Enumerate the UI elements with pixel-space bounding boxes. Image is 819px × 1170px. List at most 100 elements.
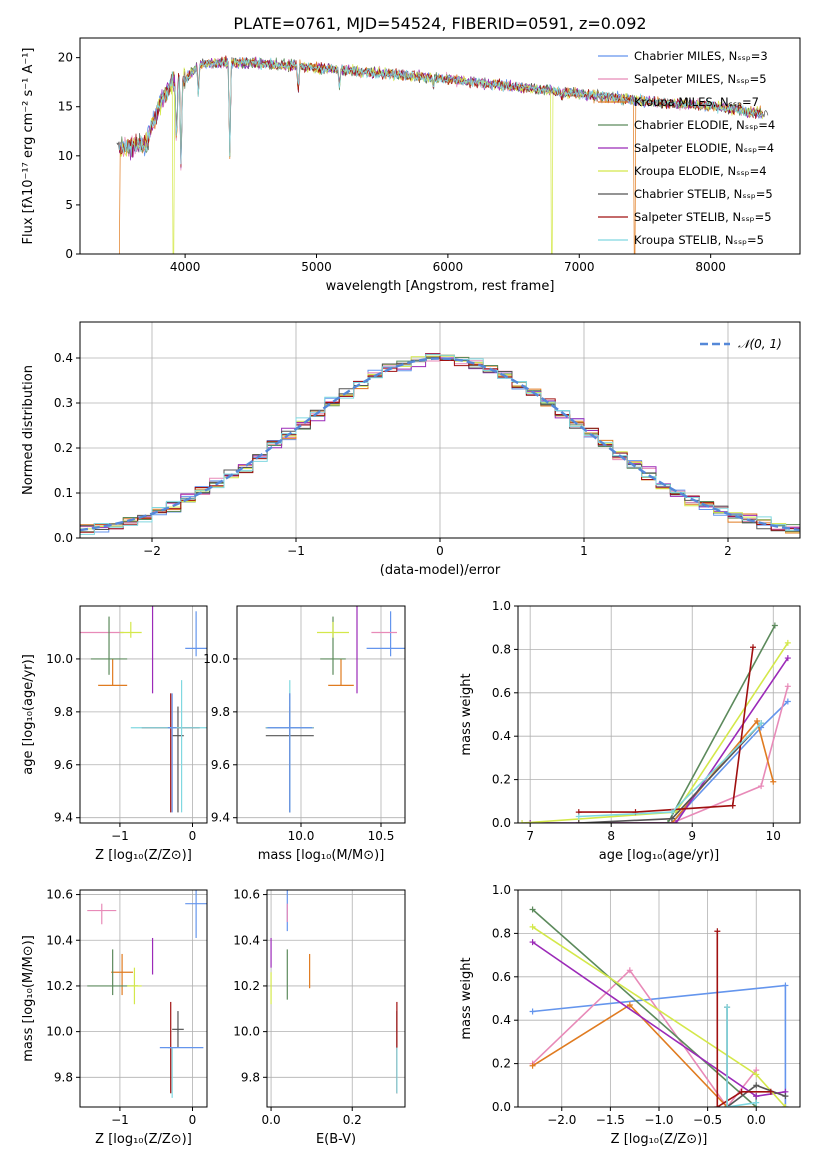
y-tick-label: 9.8	[241, 1070, 260, 1084]
y-tick-label: 0.6	[492, 686, 511, 700]
weight-point-0	[529, 1008, 536, 1015]
y-tick-label: 9.8	[54, 1070, 73, 1084]
weight-line-7	[716, 931, 771, 1107]
weight-point-7	[738, 1088, 745, 1095]
y-tick-label: 1.0	[492, 599, 511, 613]
weight-point-8	[724, 1104, 731, 1107]
residuals-panel: −2 −1 0 1 2 0.0 0.1 0.2 0.3 0.4 (data-model)/error…	[21, 321, 801, 578]
weight-point-1	[784, 683, 791, 690]
legend-entry-7: Salpeter STELIB, Nₛₛₚ=5	[634, 210, 772, 224]
weight-point-5	[782, 1104, 789, 1107]
x-tick-label: 0	[189, 829, 197, 843]
legend-entry-5: Kroupa ELODIE, Nₛₛₚ=4	[634, 164, 767, 178]
x-tick-label: 8000	[695, 260, 726, 274]
y-tick-label: 10	[58, 149, 73, 163]
y-tick-label: 10.0	[203, 652, 230, 666]
weight-point-8	[758, 720, 765, 727]
weight-line-7	[578, 647, 754, 813]
y-axis-label: Normed distribution	[21, 365, 36, 495]
weight-point-8	[668, 809, 675, 816]
legend-entry-4: Salpeter ELODIE, Nₛₛₚ=4	[634, 141, 774, 155]
age-vs-mass-panel: 10.0 10.5 9.4 9.6 9.8 10.0 mass [log₁₀(M/M⊙)]	[203, 605, 406, 863]
weight-lines	[529, 906, 789, 1107]
y-tick-label: 9.4	[54, 811, 73, 825]
x-axis-label: age [log₁₀(age/yr)]	[599, 848, 720, 863]
y-tick-label: 15	[58, 100, 73, 114]
legend-entry-2: Kroupa MILES, Nₛₛₚ=7	[634, 95, 759, 109]
weight-point-2	[626, 1002, 633, 1009]
weight-point-5	[529, 923, 536, 930]
errorbars	[265, 606, 405, 813]
plot-frame	[79, 605, 208, 824]
x-tick-label: 10.0	[288, 829, 315, 843]
x-axis-label: Z [log₁₀(Z/Z⊙)]	[611, 1132, 708, 1147]
y-tick-label: 0.4	[492, 1013, 511, 1027]
x-tick-label: 1	[580, 544, 588, 558]
x-tick-label: 10	[766, 829, 781, 843]
y-tick-label: 0.2	[492, 1057, 511, 1071]
weight-point-7	[729, 802, 736, 809]
x-tick-label: 6000	[433, 260, 464, 274]
spectrum-lines	[116, 55, 769, 254]
mass-vs-EBV-panel: 0.0 0.2 9.8 10.0 10.2 10.4 10.6 E(B-V)	[233, 888, 406, 1147]
y-tick-label: 0.0	[54, 531, 73, 545]
spectrum-panel: 4000 5000 6000 7000 8000 0 5 10 15 20 wavelength […	[21, 37, 801, 294]
x-tick-label: 5000	[301, 260, 332, 274]
weight-point-3	[664, 820, 671, 823]
weight-line-3	[530, 625, 776, 823]
spectrum-series-8	[119, 57, 763, 165]
y-tick-label: 0.0	[492, 816, 511, 830]
figure-title: PLATE=0761, MJD=54524, FIBERID=0591, z=0…	[233, 14, 646, 33]
weight-point-5	[753, 1071, 760, 1078]
y-axis-label: Flux [fλ10⁻¹⁷ erg cm⁻² s⁻¹ A⁻¹]	[21, 48, 36, 245]
errorbars	[87, 890, 207, 1098]
weight-point-7	[750, 644, 756, 651]
weight-point-4	[673, 820, 680, 823]
x-tick-label: 0.0	[262, 1113, 281, 1127]
weight-point-5	[519, 820, 526, 823]
y-tick-label: 20	[58, 51, 73, 65]
x-tick-label: 0.2	[343, 1113, 362, 1127]
weight-point-3	[771, 622, 778, 629]
x-tick-label: 2	[724, 544, 732, 558]
plot-frame	[236, 605, 406, 824]
y-tick-label: 0.4	[54, 351, 73, 365]
x-tick-label: −1	[111, 829, 129, 843]
normal-curve	[80, 357, 800, 532]
x-tick-label: −0.5	[693, 1113, 722, 1127]
x-axis-label: mass [log₁₀(M/M⊙)]	[258, 848, 385, 863]
weight-point-7	[714, 928, 721, 935]
x-tick-label: 10.5	[368, 829, 395, 843]
weight-point-4	[784, 655, 791, 662]
y-tick-label: 0.1	[54, 486, 73, 500]
y-tick-label: 10.4	[233, 933, 260, 947]
x-tick-label: 0.0	[747, 1113, 766, 1127]
weight-point-2	[770, 778, 777, 785]
weight-point-6	[575, 820, 582, 823]
weight-line-1	[578, 686, 789, 823]
age-vs-Z-panel: −1 0 9.4 9.6 9.8 10.0 Z [log₁₀(Z/Z⊙)] age [log₁…	[21, 605, 208, 863]
x-tick-label: 8	[607, 829, 615, 843]
weight-line-8	[726, 1007, 757, 1107]
y-tick-label: 5	[65, 198, 73, 212]
weight-point-8	[753, 1099, 760, 1106]
histogram-lines	[80, 353, 800, 537]
x-axis-label: E(B-V)	[316, 1132, 356, 1147]
y-tick-label: 10.2	[233, 979, 260, 993]
y-tick-label: 10.0	[233, 1025, 260, 1039]
weight-point-4	[753, 1093, 760, 1100]
y-tick-label: 1.0	[492, 883, 511, 897]
weight-point-8	[575, 813, 582, 820]
x-axis-label: Z [log₁₀(Z/Z⊙)]	[95, 848, 192, 863]
plot-frame	[517, 605, 801, 824]
weight-point-5	[784, 639, 791, 646]
y-tick-label: 10.4	[46, 933, 73, 947]
x-tick-label: −1	[111, 1113, 129, 1127]
x-tick-label: −1.5	[596, 1113, 625, 1127]
spectrum-series-7	[119, 55, 764, 168]
legend-entry-3: Chabrier ELODIE, Nₛₛₚ=4	[634, 118, 775, 132]
y-tick-label: 9.8	[54, 705, 73, 719]
errorbars	[80, 606, 207, 813]
plot-frame	[79, 889, 208, 1108]
